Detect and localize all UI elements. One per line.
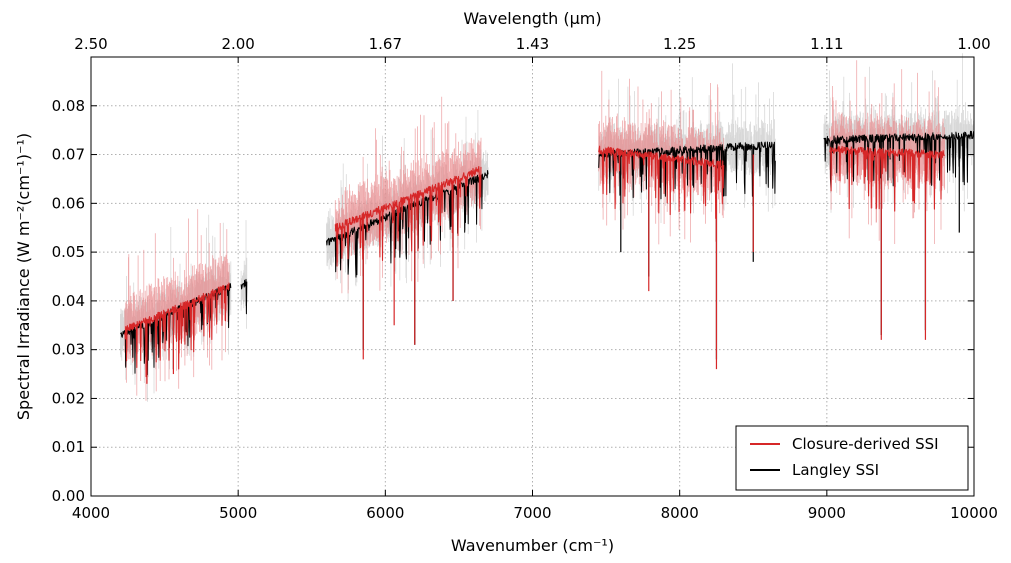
closure-line (124, 282, 230, 378)
series-lines (120, 130, 975, 384)
y-tick-label: 0.05 (52, 243, 85, 261)
x-tick-label: 5000 (219, 504, 257, 522)
x-tick-label: 6000 (366, 504, 404, 522)
legend: Closure-derived SSI Langley SSI (735, 425, 969, 491)
x-tick-label: 4000 (72, 504, 110, 522)
x-top-tick-label: 1.00 (957, 35, 990, 53)
y-tick-label: 0.04 (52, 292, 85, 310)
legend-box (735, 425, 969, 491)
y-tick-label: 0.07 (52, 146, 85, 164)
y-tick-label: 0.02 (52, 389, 85, 407)
y-axis-title: Spectral Irradiance (W m⁻²(cm⁻¹)⁻¹) (14, 133, 33, 420)
y-tick-label: 0.00 (52, 487, 85, 505)
closure-band (124, 209, 230, 401)
ticks (90, 57, 975, 497)
legend-label-langley: Langley SSI (792, 461, 879, 479)
x-tick-label: 9000 (808, 504, 846, 522)
closure-line (334, 165, 482, 267)
y-tick-label: 0.03 (52, 341, 85, 359)
x-tick-label: 8000 (661, 504, 699, 522)
x-top-tick-label: 2.50 (74, 35, 107, 53)
x-top-tick-label: 1.43 (516, 35, 549, 53)
x-tick-label: 10000 (950, 504, 998, 522)
tick-labels: 4000 2.50 5000 2.00 6000 1.67 7000 1.43 8000 1.25… (52, 35, 998, 522)
x-top-tick-label: 2.00 (221, 35, 254, 53)
x-top-tick-label: 1.67 (369, 35, 402, 53)
x-top-tick-label: 1.25 (663, 35, 696, 53)
y-tick-label: 0.08 (52, 97, 85, 115)
x-tick-label: 7000 (513, 504, 551, 522)
langley-line (823, 130, 975, 189)
y-tick-label: 0.06 (52, 194, 85, 212)
y-tick-label: 0.01 (52, 438, 85, 456)
x-top-axis-title: Wavelength (μm) (463, 9, 601, 28)
closure-line (598, 145, 725, 219)
x-top-tick-label: 1.11 (810, 35, 843, 53)
legend-label-closure: Closure-derived SSI (792, 435, 939, 453)
x-axis-title: Wavenumber (cm⁻¹) (451, 536, 614, 555)
langley-line (240, 278, 248, 315)
